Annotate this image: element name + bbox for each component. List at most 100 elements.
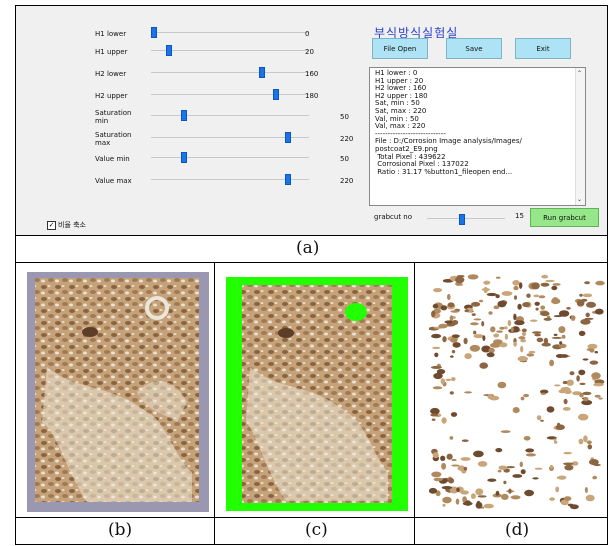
- corrosion-spot: [451, 464, 460, 467]
- segmented-photo: [429, 274, 605, 510]
- corrosion-spot: [440, 305, 448, 311]
- corrosion-spot: [497, 381, 507, 389]
- corrosion-spot: [563, 398, 568, 405]
- slider-value: 50: [340, 155, 349, 163]
- corrosion-spot: [555, 486, 560, 493]
- slider-thumb[interactable]: [181, 110, 188, 121]
- slider-label: Saturation min: [95, 109, 132, 125]
- corrosion-spot: [449, 436, 454, 440]
- corrosion-spot: [464, 391, 473, 394]
- corrosion-spot: [450, 355, 454, 358]
- grabcut-slider[interactable]: [459, 214, 466, 225]
- corrosion-spot: [444, 320, 454, 324]
- corrosion-spot: [442, 503, 446, 507]
- corrosion-spot: [501, 493, 509, 500]
- corrosion-spot: [582, 293, 593, 298]
- corrosion-spot: [506, 466, 516, 469]
- slider-value: 180: [305, 92, 319, 100]
- log-scrollbar[interactable]: ⌃ ⌄: [575, 68, 585, 205]
- corrosion-spot: [551, 336, 563, 339]
- corrosion-spot: [526, 353, 535, 357]
- slider-thumb[interactable]: [272, 89, 279, 100]
- log-textbox[interactable]: H1 lower : 0 H1 upper : 20 H2 lower : 16…: [369, 67, 586, 206]
- corrosion-spot: [558, 326, 566, 334]
- corrosion-spot: [445, 378, 452, 381]
- slider-thumb[interactable]: [284, 132, 291, 143]
- corrosion-spot: [504, 326, 508, 330]
- corrosion-spot: [479, 362, 488, 369]
- corrosion-spot: [488, 311, 493, 315]
- slider-track: [151, 137, 309, 138]
- corrosion-spot: [487, 478, 497, 482]
- corrosion-spot: [538, 295, 546, 299]
- exit-button[interactable]: Exit: [515, 38, 571, 59]
- slider-label: Saturation max: [95, 131, 132, 147]
- corrosion-spot: [450, 310, 460, 313]
- caption-d: (d): [505, 520, 530, 540]
- corrosion-spot: [563, 462, 574, 466]
- corrosion-spot: [549, 497, 555, 501]
- corrosion-spot: [553, 333, 558, 336]
- divider: [15, 517, 608, 518]
- corrosion-spot: [582, 358, 589, 361]
- corrosion-spot: [475, 488, 484, 496]
- grabcut-value: 15: [515, 212, 524, 220]
- corrosion-spot: [594, 394, 601, 398]
- corrosion-spot: [476, 500, 481, 508]
- slider-value: 160: [305, 70, 319, 78]
- grabcut-label: grabcut no: [374, 213, 413, 221]
- save-button[interactable]: Save: [446, 38, 502, 59]
- corrosion-spot: [578, 330, 586, 336]
- corrosion-spot: [440, 455, 446, 461]
- corrosion-spot: [495, 294, 500, 299]
- corrosion-spot: [488, 347, 495, 354]
- slider-thumb[interactable]: [258, 67, 265, 78]
- corrosion-spot: [557, 475, 567, 480]
- corrosion-spot: [447, 293, 451, 301]
- slider-thumb[interactable]: [284, 174, 291, 185]
- corrosion-spot: [582, 391, 592, 396]
- corrosion-spot: [442, 336, 447, 343]
- scroll-up-icon[interactable]: ⌃: [577, 70, 583, 77]
- corrosion-spot: [508, 488, 512, 494]
- corrosion-spot: [576, 375, 580, 382]
- corrosion-spot: [595, 280, 605, 286]
- ratio-checkbox[interactable]: ✓: [47, 221, 56, 230]
- corrosion-spot: [553, 438, 557, 441]
- corrosion-spot: [520, 396, 525, 401]
- corrosion-spot: [514, 295, 517, 300]
- corrosion-spot: [540, 305, 546, 310]
- corrosion-spot: [585, 312, 590, 318]
- corrosion-spot: [512, 280, 520, 286]
- corrosion-spot: [501, 291, 513, 296]
- corrosion-spot: [558, 310, 570, 317]
- corrosion-spot: [518, 336, 526, 340]
- corrosion-spot: [583, 397, 589, 402]
- run-grabcut-button[interactable]: Run grabcut: [530, 208, 599, 227]
- corrosion-spot: [534, 333, 541, 337]
- corrosion-spot: [546, 315, 551, 319]
- file-open-button[interactable]: File Open: [372, 38, 428, 59]
- corrosion-spot: [566, 307, 571, 310]
- slider-thumb[interactable]: [181, 152, 188, 163]
- corrosion-spot: [430, 407, 440, 415]
- corrosion-spot: [562, 407, 571, 411]
- slider-thumb[interactable]: [151, 27, 157, 38]
- slider-track: [151, 32, 309, 33]
- slider-label: Value max: [95, 177, 132, 185]
- app-title: 부식방식실험실: [374, 26, 459, 40]
- scroll-down-icon[interactable]: ⌄: [577, 196, 583, 203]
- corrosion-spot: [554, 384, 561, 387]
- corrosion-spot: [517, 356, 528, 362]
- grabcut-track: [427, 218, 505, 219]
- slider-thumb[interactable]: [166, 45, 173, 56]
- original-image: [27, 272, 209, 512]
- corrosion-spot: [564, 496, 572, 501]
- corrosion-spot: [581, 399, 593, 406]
- corrosion-spot: [481, 288, 491, 291]
- corrosion-spot: [551, 298, 561, 305]
- corrosion-spot: [473, 318, 482, 321]
- corrosion-spot: [536, 415, 542, 421]
- corrosion-spot: [433, 372, 443, 380]
- corrosion-spot: [583, 435, 588, 443]
